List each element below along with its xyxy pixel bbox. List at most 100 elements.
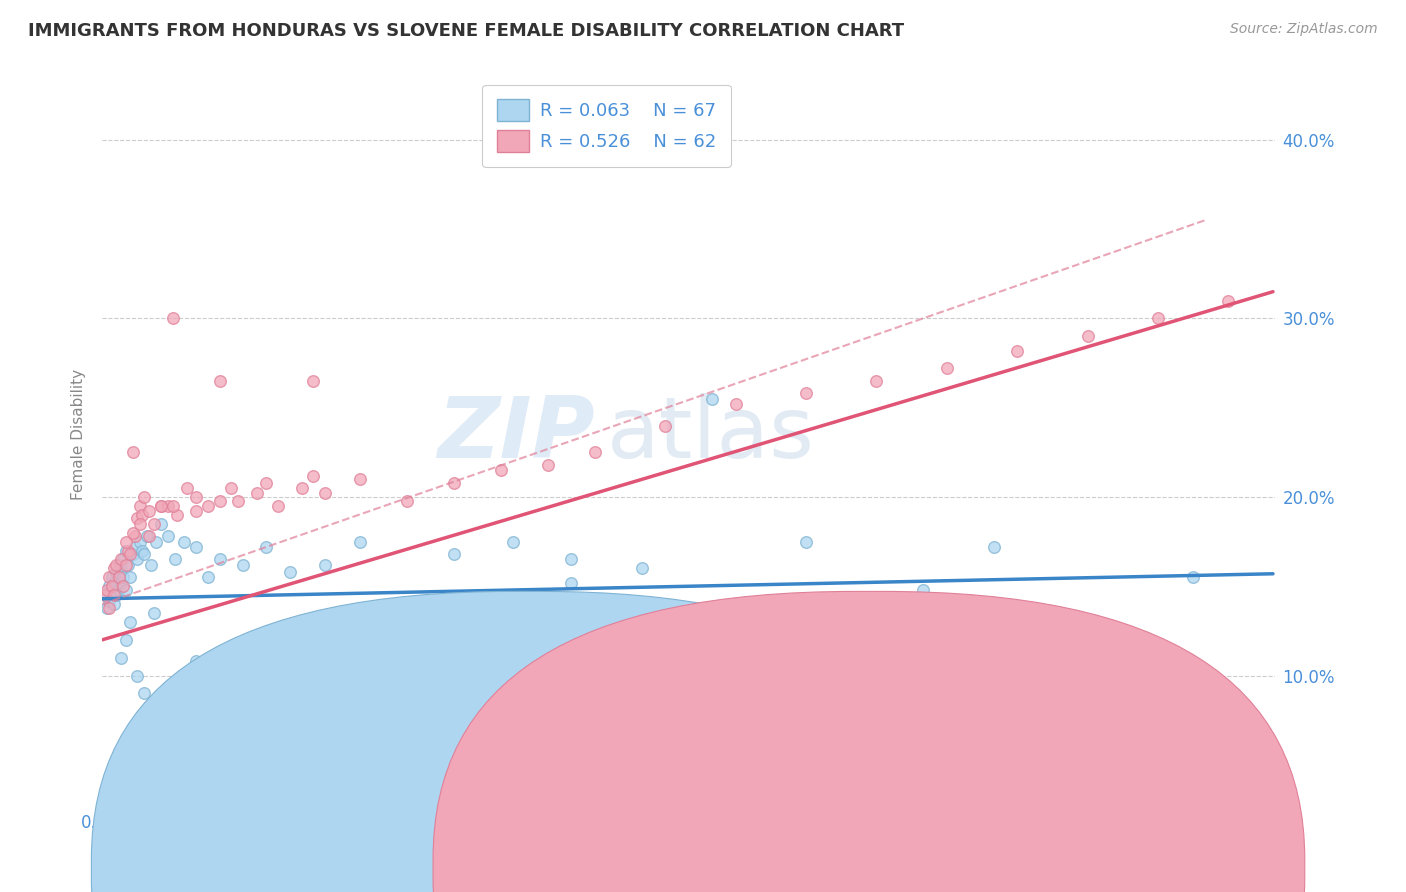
Text: Immigrants from Honduras: Immigrants from Honduras [600, 857, 806, 872]
Point [135, 529, 157, 543]
Point [232, 558, 254, 572]
Point [105, 558, 128, 572]
Point [865, 374, 887, 388]
Point [246, 486, 269, 500]
Point [162, 499, 184, 513]
Point [149, 499, 172, 513]
Point [184, 490, 207, 504]
Y-axis label: Female Disability: Female Disability [72, 369, 86, 500]
Point [443, 475, 465, 490]
Point [184, 504, 207, 518]
Point [93, 588, 115, 602]
Point [935, 361, 957, 376]
Text: IMMIGRANTS FROM HONDURAS VS SLOVENE FEMALE DISABILITY CORRELATION CHART: IMMIGRANTS FROM HONDURAS VS SLOVENE FEMA… [28, 22, 904, 40]
Point [141, 558, 163, 572]
Point [724, 397, 747, 411]
Point [98, 593, 121, 607]
Point [162, 311, 184, 326]
Point [138, 504, 160, 518]
Point [114, 543, 136, 558]
Point [702, 392, 724, 406]
Point [291, 481, 314, 495]
Point [127, 552, 149, 566]
Point [302, 468, 325, 483]
Point [156, 529, 179, 543]
Point [114, 534, 136, 549]
Point [219, 481, 242, 495]
Point [267, 499, 290, 513]
Point [98, 600, 121, 615]
Point [110, 561, 132, 575]
Point [794, 386, 817, 401]
Point [1218, 293, 1240, 308]
Point [166, 508, 188, 522]
Point [110, 552, 132, 566]
Point [302, 374, 325, 388]
Point [583, 445, 606, 459]
Point [142, 606, 165, 620]
Point [1099, 722, 1122, 736]
Point [98, 579, 121, 593]
Point [114, 632, 136, 647]
Point [103, 588, 125, 602]
Point [983, 540, 1005, 554]
Text: ZIP: ZIP [437, 393, 595, 476]
Point [912, 582, 935, 597]
Point [127, 511, 149, 525]
Point [145, 534, 167, 549]
Point [114, 558, 136, 572]
Point [1147, 311, 1170, 326]
Point [537, 458, 560, 472]
Point [326, 647, 349, 661]
Point [110, 575, 132, 590]
Point [114, 582, 136, 597]
Point [226, 493, 249, 508]
Point [278, 624, 301, 638]
Point [127, 668, 149, 682]
Legend: R = 0.063    N = 67, R = 0.526    N = 62: R = 0.063 N = 67, R = 0.526 N = 62 [482, 85, 731, 167]
Point [208, 493, 231, 508]
Point [1077, 329, 1099, 343]
Point [107, 570, 129, 584]
Point [124, 540, 146, 554]
Point [173, 534, 195, 549]
Point [197, 499, 219, 513]
Text: Source: ZipAtlas.com: Source: ZipAtlas.com [1230, 22, 1378, 37]
Point [112, 579, 135, 593]
Point [134, 490, 156, 504]
Point [184, 540, 207, 554]
Point [349, 472, 371, 486]
Point [93, 588, 115, 602]
Point [794, 534, 817, 549]
Point [107, 558, 129, 572]
Point [112, 552, 135, 566]
Point [208, 552, 231, 566]
Point [349, 534, 371, 549]
Point [489, 463, 512, 477]
Point [105, 565, 128, 579]
Point [176, 481, 198, 495]
Point [314, 486, 336, 500]
Point [103, 597, 125, 611]
Point [1005, 343, 1028, 358]
Point [117, 558, 139, 572]
Point [142, 516, 165, 531]
Point [128, 499, 150, 513]
Point [467, 654, 489, 668]
Point [103, 575, 125, 590]
Point [138, 529, 160, 543]
Point [100, 579, 122, 593]
Point [396, 668, 419, 682]
Point [134, 686, 156, 700]
Point [1182, 570, 1205, 584]
Point [278, 565, 301, 579]
Point [560, 575, 582, 590]
Text: Slovenes: Slovenes [879, 857, 949, 872]
Point [631, 561, 654, 575]
Point [110, 650, 132, 665]
Point [184, 654, 207, 668]
Point [128, 534, 150, 549]
Point [232, 636, 254, 650]
Point [120, 570, 142, 584]
Point [396, 641, 419, 656]
